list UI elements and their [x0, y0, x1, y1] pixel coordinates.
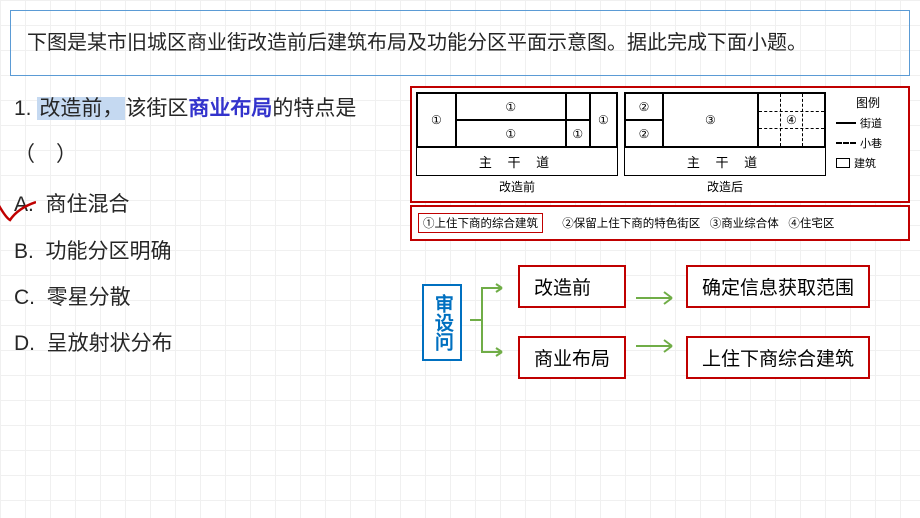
key-2: ②保留上住下商的特色街区	[562, 218, 700, 230]
opt-c-letter: C.	[14, 286, 35, 309]
legend-alley-label: 小巷	[860, 135, 882, 151]
cell-a-right-label: ④	[786, 113, 797, 127]
cell-a-tl: ②	[625, 93, 663, 120]
cell-a-right: ④	[758, 93, 825, 147]
key-4: ④住宅区	[788, 218, 834, 230]
flow-node-before: 改造前	[518, 265, 626, 308]
cell-b-r2: ①	[566, 120, 590, 147]
branch-arrow-icon	[470, 272, 510, 368]
plan-before: ① ① ① ① ① 主 干 道	[416, 92, 618, 176]
flow-node-scope: 确定信息获取范围	[686, 265, 870, 308]
road-after: 主 干 道	[625, 147, 825, 175]
opt-a-letter: A.	[14, 193, 34, 216]
legend-title: 图例	[836, 94, 900, 111]
q-highlight-biz: 商业布局	[188, 97, 272, 120]
flow-root-text: 审设问	[430, 294, 454, 351]
cell-b-right: ①	[590, 93, 617, 147]
option-a: A. 商住混合	[14, 182, 402, 228]
cell-b-left: ①	[417, 93, 456, 147]
legend-street-label: 街道	[860, 115, 882, 131]
flow-diagram: 审设问 改造前 商业布局 确定信息获取范围 上住下商综合建筑	[410, 265, 910, 379]
opt-a-text: 商住混合	[46, 193, 130, 216]
cell-b-top: ①	[456, 93, 566, 120]
opt-b-text: 功能分区明确	[46, 240, 172, 263]
q-mid: 该街区	[125, 97, 188, 120]
opt-c-text: 零星分散	[47, 286, 131, 309]
q-num: 1.	[14, 97, 32, 120]
cell-b-bot: ①	[456, 120, 566, 147]
plan-after: ② ② ③ ④ 主 干 道	[624, 92, 826, 176]
opt-d-text: 呈放射状分布	[47, 332, 173, 355]
label-before: 改造前	[499, 176, 535, 197]
right-column: ① ① ① ① ① 主 干 道 改造前	[410, 86, 910, 379]
option-d: D. 呈放射状分布	[14, 321, 402, 367]
opt-d-letter: D.	[14, 332, 35, 355]
road-before: 主 干 道	[417, 147, 617, 175]
main-row: 1. 改造前，该街区商业布局的特点是（ ） A. 商住混合 B. 功能分区明确 …	[10, 86, 910, 379]
diagram-key: ①上住下商的综合建筑 ②保留上住下商的特色街区 ③商业综合体 ④住宅区	[410, 205, 910, 241]
cell-b-r1	[566, 93, 590, 120]
flow-node-building: 上住下商综合建筑	[686, 336, 870, 379]
intro-text: 下图是某市旧城区商业街改造前后建筑布局及功能分区平面示意图。据此完成下面小题。	[10, 10, 910, 76]
cell-a-mid: ③	[663, 93, 758, 147]
option-c: C. 零星分散	[14, 275, 402, 321]
key-1: ①上住下商的综合建筑	[418, 213, 543, 233]
label-after: 改造后	[707, 176, 743, 197]
arrow-icon-2	[634, 336, 678, 356]
question-stem: 1. 改造前，该街区商业布局的特点是（ ）	[14, 86, 402, 178]
legend-street: 街道	[836, 115, 900, 131]
flow-node-biz: 商业布局	[518, 336, 626, 379]
question-column: 1. 改造前，该街区商业布局的特点是（ ） A. 商住混合 B. 功能分区明确 …	[10, 86, 402, 379]
opt-b-letter: B.	[14, 240, 34, 263]
q-highlight-pre: 改造前，	[37, 97, 125, 120]
arrow-branch	[470, 272, 510, 373]
key-3: ③商业综合体	[710, 218, 779, 230]
legend-alley: 小巷	[836, 135, 900, 151]
cell-a-bl: ②	[625, 120, 663, 147]
arrow-icon-1	[634, 288, 678, 308]
legend-building: 建筑	[836, 155, 900, 171]
legend: 图例 街道 小巷 建筑	[832, 92, 904, 177]
flow-root: 审设问	[422, 284, 462, 361]
option-b: B. 功能分区明确	[14, 229, 402, 275]
legend-building-label: 建筑	[854, 155, 876, 171]
diagram-frame: ① ① ① ① ① 主 干 道 改造前	[410, 86, 910, 203]
